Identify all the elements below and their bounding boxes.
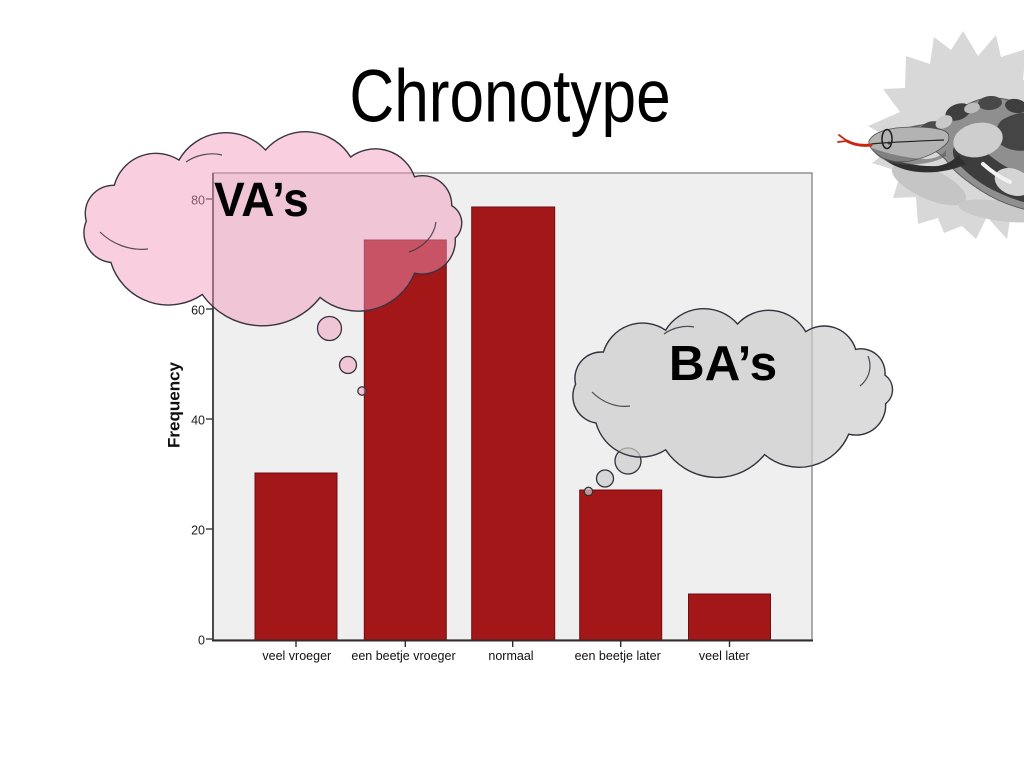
svg-text:een beetje later: een beetje later (575, 649, 661, 663)
svg-text:40: 40 (191, 414, 205, 428)
svg-text:VA’s: VA’s (214, 172, 309, 226)
svg-text:BA’s: BA’s (669, 336, 777, 391)
svg-text:0: 0 (198, 634, 205, 648)
svg-text:60: 60 (191, 304, 205, 318)
svg-text:normaal: normaal (488, 649, 533, 663)
svg-text:veel vroeger: veel vroeger (262, 649, 331, 663)
svg-text:Chronotype: Chronotype (349, 55, 670, 137)
svg-text:Frequency: Frequency (165, 361, 184, 448)
svg-text:een beetje vroeger: een beetje vroeger (351, 649, 455, 663)
svg-text:80: 80 (191, 194, 205, 208)
svg-text:20: 20 (191, 524, 205, 538)
svg-text:veel later: veel later (699, 649, 750, 663)
